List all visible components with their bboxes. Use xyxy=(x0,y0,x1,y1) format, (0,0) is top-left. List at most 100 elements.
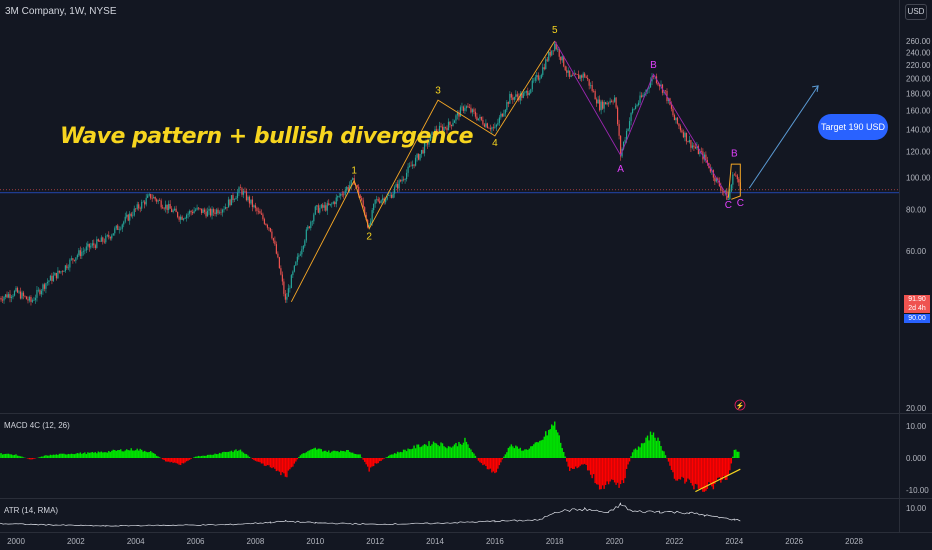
macd-bar xyxy=(702,458,704,492)
macd-bar xyxy=(675,458,677,481)
atr-pane-title: ATR (14, RMA) xyxy=(4,506,58,515)
candle-body xyxy=(464,108,466,111)
candle-body xyxy=(539,78,541,80)
candle-body xyxy=(135,208,137,210)
candle-body xyxy=(639,95,641,103)
candle-body xyxy=(206,210,209,217)
candle-body xyxy=(94,245,96,248)
macd-bar xyxy=(732,456,734,458)
candle-body xyxy=(380,200,382,203)
price-axis-tick: 260.00 xyxy=(906,37,931,46)
macd-bar xyxy=(311,449,314,458)
candle-body xyxy=(105,235,107,243)
candle-body xyxy=(693,145,695,147)
candle-body xyxy=(310,221,312,228)
candle-body xyxy=(468,107,471,108)
candle-body xyxy=(109,237,111,239)
candle-body xyxy=(106,235,108,236)
candle-body xyxy=(269,228,272,232)
macd-bar xyxy=(420,446,423,458)
macd-bar xyxy=(592,458,595,475)
macd-bar xyxy=(218,452,221,458)
candle-body xyxy=(159,200,161,201)
macd-bar xyxy=(551,424,553,458)
target-callout[interactable]: Target 190 USD xyxy=(818,114,888,140)
macd-bar xyxy=(284,458,287,477)
macd-bar xyxy=(126,449,128,458)
macd-bar xyxy=(175,458,177,464)
macd-bar xyxy=(678,458,680,480)
candle-body xyxy=(429,135,432,141)
macd-bar xyxy=(257,458,260,462)
candle-body xyxy=(423,142,426,154)
candle-body xyxy=(124,216,126,222)
last-price-tag: 91.90 xyxy=(904,295,930,304)
macd-bar xyxy=(404,449,406,458)
price-axis-tick: 240.00 xyxy=(906,48,931,57)
macd-bar xyxy=(563,451,565,458)
macd-bar xyxy=(530,446,532,458)
candle-body xyxy=(401,179,403,182)
macd-bar xyxy=(9,454,11,458)
macd-bar xyxy=(708,458,710,483)
macd-bar xyxy=(139,448,141,458)
macd-bar xyxy=(289,458,291,470)
time-axis-tick: 2008 xyxy=(247,537,265,546)
candle-body xyxy=(251,199,254,208)
macd-bar xyxy=(245,454,248,458)
candle-body xyxy=(169,204,171,209)
headline-annotation: Wave pattern + bullish divergence xyxy=(60,124,474,149)
time-axis-tick: 2026 xyxy=(785,537,803,546)
candle-body xyxy=(295,261,297,266)
macd-bar xyxy=(167,458,170,462)
macd-bar xyxy=(377,458,379,464)
candle-body xyxy=(316,205,318,207)
macd-bar xyxy=(521,450,523,458)
candle-body xyxy=(587,77,589,80)
macd-bar xyxy=(407,448,409,458)
macd-bar xyxy=(655,440,658,458)
macd-bar xyxy=(157,456,159,458)
candle-body xyxy=(331,203,333,205)
macd-bar xyxy=(506,452,508,458)
candle-body xyxy=(64,265,66,272)
macd-bar xyxy=(579,458,581,466)
macd-bar xyxy=(422,445,424,458)
candle-body xyxy=(697,146,700,155)
candle-body xyxy=(7,294,10,298)
candle-body xyxy=(576,74,578,75)
currency-button[interactable]: USD xyxy=(905,4,927,20)
candle-body xyxy=(602,101,604,109)
symbol-title[interactable]: 3M Company, 1W, NYSE xyxy=(5,6,117,17)
candle-body xyxy=(471,109,474,113)
macd-bar xyxy=(115,450,117,458)
time-axis-tick: 2028 xyxy=(845,537,863,546)
candle-body xyxy=(498,117,500,123)
macd-bar xyxy=(408,449,411,458)
candle-body xyxy=(52,275,55,282)
macd-bar xyxy=(69,454,71,458)
macd-bar xyxy=(214,453,216,458)
time-axis-tick: 2014 xyxy=(426,537,444,546)
candle-body xyxy=(154,196,156,200)
candle-body xyxy=(45,283,47,289)
macd-bar xyxy=(618,458,620,488)
macd-bar xyxy=(211,454,213,458)
macd-bar xyxy=(263,458,266,466)
candle-body xyxy=(690,140,692,148)
candle-body xyxy=(485,123,487,127)
macd-bar xyxy=(522,450,525,458)
candle-body xyxy=(138,204,140,209)
candle-body xyxy=(313,214,315,222)
candle-body xyxy=(361,198,363,201)
macd-bar xyxy=(266,458,269,466)
price-axis-tick: 100.00 xyxy=(906,174,931,183)
macd-bar xyxy=(456,446,459,458)
macd-histogram xyxy=(0,421,740,492)
macd-bar xyxy=(184,458,186,463)
macd-bar xyxy=(545,431,547,458)
candle-body xyxy=(470,107,472,113)
candle-body xyxy=(560,56,562,61)
candle-body xyxy=(209,208,212,216)
